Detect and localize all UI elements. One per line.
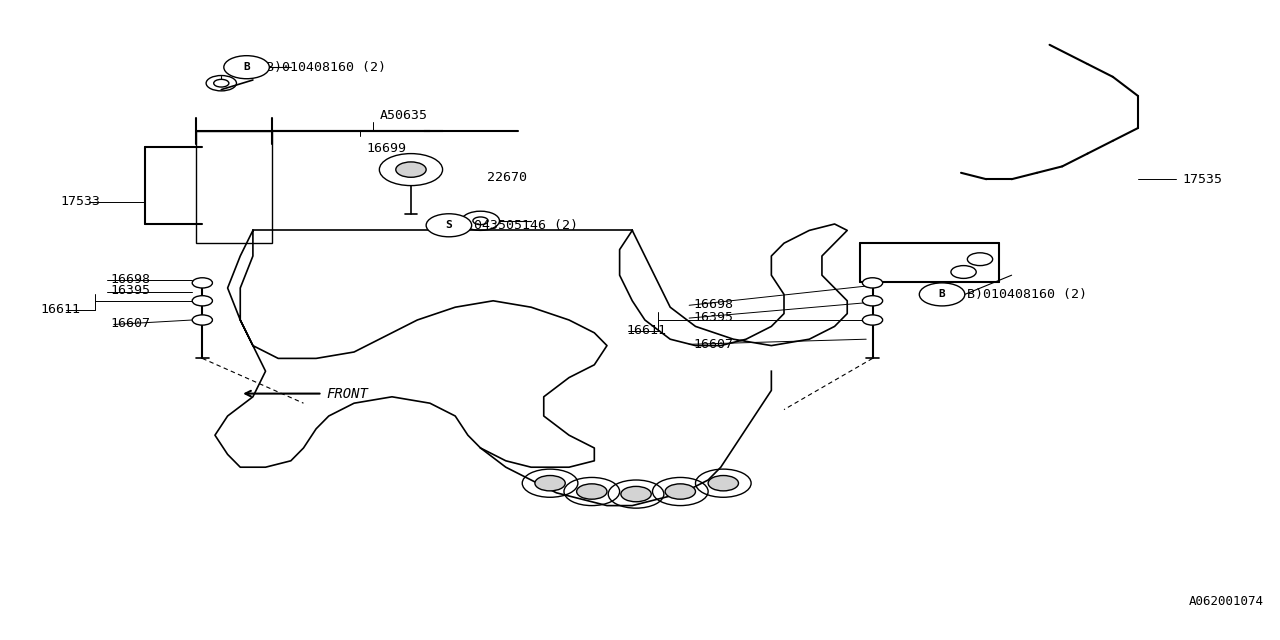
Text: 22670: 22670: [486, 171, 527, 184]
Circle shape: [535, 476, 566, 491]
Circle shape: [192, 315, 212, 325]
Circle shape: [576, 484, 607, 499]
Text: 16698: 16698: [692, 298, 733, 311]
Text: B)010408160 (2): B)010408160 (2): [265, 61, 385, 74]
Text: B: B: [243, 62, 250, 72]
Text: A062001074: A062001074: [1189, 595, 1263, 608]
Text: 16699: 16699: [366, 142, 407, 155]
Circle shape: [863, 296, 883, 306]
Circle shape: [621, 486, 652, 502]
Text: B: B: [938, 289, 946, 300]
Text: 16607: 16607: [692, 338, 733, 351]
Text: 16395: 16395: [110, 284, 150, 297]
Circle shape: [708, 476, 739, 491]
Text: 16698: 16698: [110, 273, 150, 285]
Circle shape: [214, 79, 229, 87]
Text: FRONT: FRONT: [326, 387, 369, 401]
Text: S: S: [445, 220, 452, 230]
Text: B)010408160 (2): B)010408160 (2): [968, 288, 1087, 301]
Bar: [196, 131, 271, 243]
Text: 17533: 17533: [60, 195, 101, 208]
Circle shape: [666, 484, 695, 499]
Circle shape: [863, 315, 883, 325]
Text: A50635: A50635: [379, 109, 428, 122]
Text: 16611: 16611: [41, 303, 81, 316]
Circle shape: [192, 278, 212, 288]
Text: 16611: 16611: [626, 324, 666, 337]
Text: 16607: 16607: [110, 317, 150, 330]
Text: 16395: 16395: [692, 311, 733, 324]
Text: 043505146 (2): 043505146 (2): [474, 219, 579, 232]
Circle shape: [863, 278, 883, 288]
Circle shape: [396, 162, 426, 177]
Circle shape: [968, 253, 993, 266]
Text: 17535: 17535: [1183, 173, 1222, 186]
Circle shape: [224, 56, 269, 79]
Circle shape: [919, 283, 965, 306]
Circle shape: [192, 296, 212, 306]
Circle shape: [472, 217, 488, 225]
Circle shape: [951, 266, 977, 278]
Circle shape: [426, 214, 471, 237]
